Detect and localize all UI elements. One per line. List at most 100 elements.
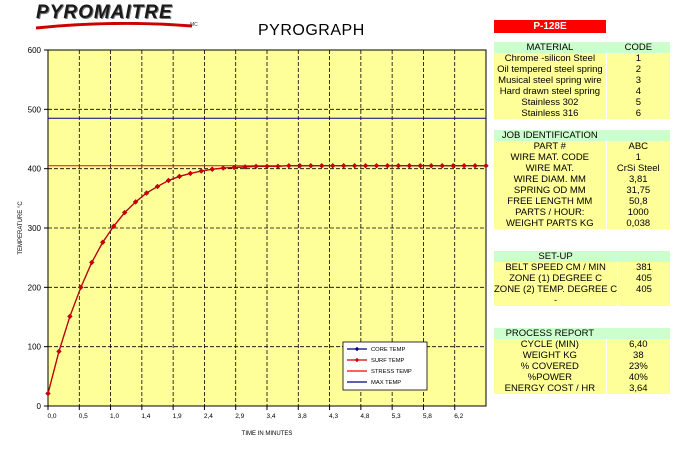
part-badge: P-128E <box>494 20 606 33</box>
process-report-table: PROCESS REPORT CYCLE (MIN) 6,40 WEIGHT KG… <box>494 328 670 394</box>
surf-temp-point <box>483 163 489 169</box>
surf-temp-point <box>209 166 215 172</box>
surf-temp-point <box>428 163 434 169</box>
surf-temp-point <box>352 163 358 169</box>
surf-temp-point <box>122 209 128 216</box>
surf-temp-point <box>133 199 139 205</box>
job-value: 0,038 <box>606 218 670 229</box>
y-tick-label: 400 <box>28 165 42 174</box>
surf-temp-point <box>319 163 325 169</box>
job-identification-table: JOB IDENTIFICATION PART # ABC WIRE MAT. C… <box>494 130 670 229</box>
surf-temp-point <box>89 259 95 266</box>
job-value: 31,75 <box>606 185 670 196</box>
surf-temp-point <box>187 170 193 177</box>
process-label: WEIGHT KG <box>494 350 606 361</box>
material-name: Chrome -silicon Steel <box>494 53 606 64</box>
job-label: WIRE MAT. CODE <box>494 152 606 163</box>
process-value: 40% <box>606 372 670 383</box>
surf-temp-point <box>275 163 281 169</box>
y-tick-label: 0 <box>37 402 42 411</box>
surf-temp-point <box>384 163 391 169</box>
code-header: CODE <box>606 42 670 53</box>
surf-temp-point <box>242 164 248 170</box>
material-name: Oil tempered steel spring <box>494 64 606 75</box>
material-name: Stainless 316 <box>494 108 606 119</box>
x-axis-label: TIME IN MINUTES <box>242 431 293 437</box>
setup-value: 381 <box>617 262 670 273</box>
surf-temp-point <box>461 163 467 169</box>
job-label: FREE LENGTH MM <box>494 196 606 207</box>
logo-trademark: MC <box>190 22 198 28</box>
x-tick-label: 0,0 <box>47 413 56 420</box>
surf-temp-point <box>154 183 161 190</box>
surf-temp-point <box>198 168 204 174</box>
x-tick-label: 1,0 <box>110 413 119 420</box>
surf-temp-point <box>253 163 259 169</box>
surf-temp-point <box>450 163 456 169</box>
job-value: 50,8 <box>606 196 670 207</box>
material-name: Hard drawn steel spring <box>494 86 606 97</box>
job-label: PARTS / HOUR: <box>494 207 606 218</box>
process-header: PROCESS REPORT <box>494 328 606 339</box>
surf-temp-point <box>362 163 369 169</box>
y-tick-label: 200 <box>28 283 42 292</box>
x-tick-label: 6,2 <box>454 413 463 420</box>
x-tick-label: 4,3 <box>329 413 338 420</box>
setup-table: SET-UP BELT SPEED CM / MIN 381 ZONE (1) D… <box>494 251 670 306</box>
surf-temp-point <box>286 163 292 169</box>
surf-temp-point <box>220 165 226 171</box>
x-tick-label: 2,9 <box>235 413 244 420</box>
x-tick-label: 3,4 <box>266 413 275 420</box>
surf-temp-point <box>56 348 62 355</box>
material-code: 4 <box>606 86 670 97</box>
legend-label: SURF TEMP <box>371 358 405 364</box>
job-label: PART # <box>494 141 606 152</box>
job-value: ABC <box>606 141 670 152</box>
job-value: 3,81 <box>606 174 670 185</box>
material-table: MATERIAL CODE Chrome -silicon Steel 1 Oil… <box>494 42 670 119</box>
process-value: 3,64 <box>606 383 670 394</box>
legend-label: STRESS TEMP <box>371 369 412 375</box>
logo-swoosh-icon <box>36 22 192 30</box>
surf-temp-point <box>143 190 150 196</box>
job-value: 1000 <box>606 207 670 218</box>
material-name: Musical steel spring wire <box>494 75 606 86</box>
legend-marker-core-temp <box>354 346 360 352</box>
surf-temp-point <box>165 177 172 184</box>
surf-temp-point <box>45 390 51 397</box>
surf-temp-point <box>373 163 380 169</box>
surf-temp-point <box>417 163 423 169</box>
job-value: 1 <box>606 152 670 163</box>
chart-title: PYROGRAPH <box>258 22 365 39</box>
job-label: WEIGHT PARTS KG <box>494 218 606 229</box>
surf-temp-point <box>67 313 73 320</box>
process-value: 6,40 <box>606 339 670 350</box>
setup-value <box>617 295 670 306</box>
setup-header: SET-UP <box>494 251 618 262</box>
legend-label: CORE TEMP <box>371 347 405 353</box>
surf-temp-point <box>176 173 182 179</box>
job-label: SPRING OD MM <box>494 185 606 196</box>
x-tick-label: 4,8 <box>360 413 369 420</box>
x-tick-label: 1,4 <box>141 413 150 420</box>
job-header: JOB IDENTIFICATION <box>494 130 606 141</box>
setup-label: ZONE (1) DEGREE C <box>494 273 618 284</box>
job-value: CrSi Steel <box>606 163 670 174</box>
surf-temp-point <box>264 163 270 169</box>
surf-temp-point <box>341 163 347 169</box>
x-tick-label: 5,3 <box>392 413 401 420</box>
material-code: 6 <box>606 108 670 119</box>
material-code: 3 <box>606 75 670 86</box>
surf-temp-point <box>330 163 336 169</box>
y-tick-label: 100 <box>28 343 42 352</box>
process-label: % COVERED <box>494 361 606 372</box>
surf-temp-point <box>308 163 314 169</box>
x-tick-label: 5,8 <box>423 413 432 420</box>
process-label: ENERGY COST / HR <box>494 383 606 394</box>
setup-value: 405 <box>617 284 670 295</box>
surf-temp-point <box>439 163 445 169</box>
setup-value: 405 <box>617 273 670 284</box>
y-tick-label: 300 <box>28 224 42 233</box>
job-label: WIRE MAT. <box>494 163 606 174</box>
